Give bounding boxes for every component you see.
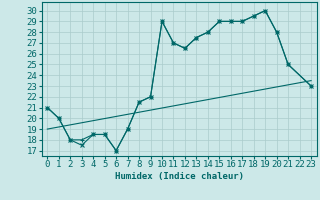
- X-axis label: Humidex (Indice chaleur): Humidex (Indice chaleur): [115, 172, 244, 181]
